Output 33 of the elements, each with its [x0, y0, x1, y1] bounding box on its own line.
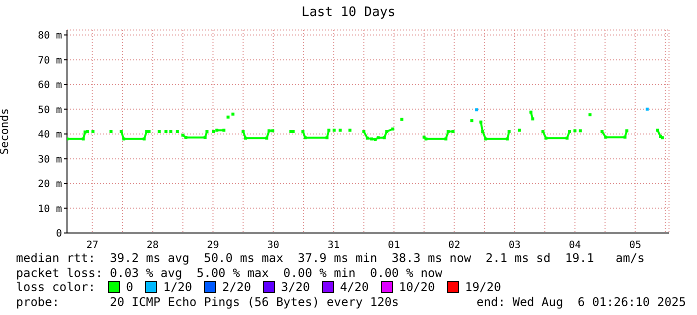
text: packet loss: 0.03 % avg 5.00 % max 0.00 % min 0.00 % now: [16, 266, 444, 280]
y-tick-label: 50 m: [38, 104, 62, 116]
text: end: Wed Aug 6 01:26:10 2025: [476, 294, 686, 309]
text: probe: 20 ICMP Echo Pings (56 Bytes) every 120s: [16, 294, 399, 309]
x-tick-label: 28: [146, 240, 159, 252]
x-tick-label: 03: [508, 240, 521, 252]
y-tick-label: 0: [56, 228, 62, 240]
legend-label: 3/20: [280, 280, 310, 294]
legend-title: loss color:: [16, 280, 96, 294]
x-tick-label: 02: [448, 240, 460, 252]
legend-label: 4/20: [338, 280, 369, 294]
y-tick-label: 40 m: [38, 130, 62, 141]
legend-label: 19/20: [464, 280, 502, 294]
chart-title: Last 10 Days: [300, 5, 396, 20]
legend-label: 0: [125, 280, 134, 294]
y-tick-label: 60 m: [38, 80, 62, 92]
x-tick-label: 31: [328, 240, 340, 252]
legend-label: 2/20: [221, 280, 252, 294]
y-tick-label: 20 m: [38, 179, 62, 190]
x-tick-label: 27: [86, 240, 98, 252]
y-tick-label: 70 m: [38, 55, 62, 66]
x-tick-label: 30: [267, 240, 280, 252]
y-tick-label: 10 m: [38, 204, 62, 215]
y-tick-label: 30 m: [38, 154, 62, 166]
text: median rtt: 39.2 ms avg 50.0 ms max 37.9 ms min 38.3 ms now 2.1 ms sd 19.1 am/s: [16, 251, 646, 266]
x-tick-label: 01: [388, 240, 400, 252]
legend-label: 1/20: [162, 280, 192, 294]
x-tick-label: 05: [629, 240, 642, 252]
legend-label: 10/20: [398, 280, 435, 294]
y-axis-title: Seconds: [0, 108, 11, 155]
x-tick-label: 29: [206, 240, 220, 252]
x-tick-label: 04: [568, 240, 581, 252]
y-tick-label: 80 m: [38, 30, 62, 42]
